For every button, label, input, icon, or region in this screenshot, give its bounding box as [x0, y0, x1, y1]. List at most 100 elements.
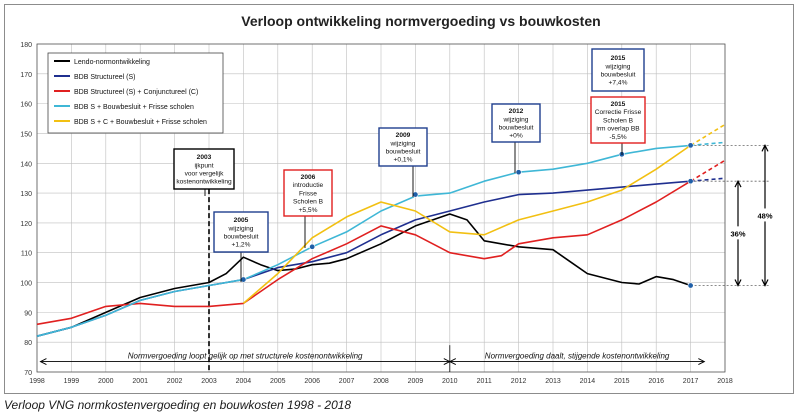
x-tick-label: 2008 [373, 378, 389, 385]
annotation-text: wijziging [228, 225, 254, 232]
annotation-box [213, 211, 269, 253]
arrow-head [698, 358, 706, 365]
annotation-text: bouwbesluit [224, 234, 259, 241]
x-tick-label: 2001 [132, 378, 148, 385]
series-line-4 [36, 144, 691, 337]
annotation-text: wijziging [390, 140, 416, 147]
bracket-36: 36% [726, 179, 750, 287]
data-marker [515, 169, 522, 176]
annotation-box [378, 127, 428, 167]
legend-box [47, 52, 224, 134]
legend: Lendo-normontwikkeling BDB Structureel (S… [47, 52, 224, 134]
annotation-text: irm overlap BB [596, 126, 640, 133]
legend-label: BDB Structureel (S) + Conjunctureel (C) [74, 89, 198, 96]
x-tick-label: 2009 [408, 378, 424, 385]
x-tick-label: 2000 [98, 378, 114, 385]
y-tick-label: 130 [20, 191, 32, 198]
x-tick-label: 2012 [511, 378, 527, 385]
x-tick-label: 1998 [29, 378, 45, 385]
phase-arrow-right: Normvergoeding daalt, stijgende kostenon… [448, 352, 706, 365]
chart-title: Verloop ontwikkeling normvergoeding vs b… [241, 13, 600, 29]
x-tick-label: 2010 [442, 378, 458, 385]
data-marker [687, 178, 694, 185]
x-tick-label: 2003 [201, 378, 217, 385]
bracket-label-bg [726, 226, 750, 240]
annotation-text: +0% [509, 133, 523, 140]
x-tick-label: 2015 [614, 378, 630, 385]
x-tick-label: 2014 [580, 378, 596, 385]
x-tick-label: 2016 [648, 378, 664, 385]
annotation-text: Scholen B [603, 117, 634, 124]
y-tick-label: 180 [20, 42, 32, 49]
legend-label: BDB Structureel (S) [74, 74, 135, 81]
data-marker [412, 191, 419, 198]
x-tick-label: 2005 [270, 378, 286, 385]
data-marker [240, 276, 247, 283]
data-marker [687, 142, 694, 149]
plot-area [36, 43, 726, 373]
y-tick-label: 170 [20, 72, 32, 79]
x-tick-label: 2018 [717, 378, 733, 385]
annotation-text: introductie [293, 182, 324, 189]
annotation-text: 2009 [396, 132, 411, 139]
x-tick-label: 2013 [545, 378, 561, 385]
legend-label: BDB S + C + Bouwbesluit + Frisse scholen [74, 119, 207, 126]
annotation-box [173, 148, 235, 190]
annotation-text: 2012 [509, 108, 524, 115]
annotation-text: +7,4% [609, 80, 628, 87]
annotation-text: -5,5% [609, 134, 626, 141]
annotation-text: kostenontwikkeling [176, 179, 232, 186]
arrow-head [734, 179, 742, 188]
x-tick-label: 2002 [167, 378, 183, 385]
x-tick-label: 2011 [477, 378, 492, 385]
x-tick-label: 1999 [64, 378, 80, 385]
y-tick-label: 100 [20, 281, 32, 288]
arrow-head [761, 279, 769, 287]
annotation-text: voor vergelijk [185, 171, 225, 178]
y-tick-label: 90 [24, 310, 32, 317]
phase-label: Normvergoeding loopt gelijk op met struc… [128, 352, 363, 361]
x-tick-label: 2006 [304, 378, 320, 385]
bracket-label-bg [753, 208, 777, 222]
annotation-text: 2015 [611, 55, 626, 62]
annotation-box [590, 96, 646, 144]
percent-label: 48% [757, 211, 772, 220]
series-line-1 [36, 213, 691, 337]
x-tick-label: 2007 [339, 378, 355, 385]
annotation-box [283, 169, 333, 217]
annotation-text: 2006 [301, 174, 316, 181]
percent-label: 36% [730, 229, 745, 238]
annotation-text: Correctie Frisse [595, 109, 642, 116]
annotation-box [491, 103, 541, 143]
y-tick-label: 160 [20, 102, 32, 109]
series-line-3 [36, 180, 692, 326]
data-marker [309, 243, 316, 250]
annotation-box [591, 48, 645, 92]
annotation-text: bouwbesluit [601, 72, 636, 79]
series-extension-2 [690, 177, 726, 182]
annotation-text: +0,1% [394, 157, 413, 164]
series-line-2 [36, 180, 691, 337]
series-extension-4 [690, 141, 726, 147]
y-tick-label: 110 [21, 251, 32, 258]
legend-label: BDB S + Bouwbesluit + Frisse scholen [74, 104, 194, 111]
phase-arrow-left: Normvergoeding loopt gelijk op met struc… [39, 352, 451, 365]
y-tick-label: 70 [24, 370, 32, 377]
arrow-head [761, 144, 769, 152]
annotation-text: bouwbesluit [499, 125, 534, 132]
data-marker [687, 282, 694, 289]
annotation-text: Frisse [299, 190, 317, 197]
annotation-text: 2015 [611, 101, 626, 108]
arrow-head [734, 279, 742, 287]
phase-label: Normvergoeding daalt, stijgende kostenon… [485, 352, 670, 361]
annotation-text: wijziging [605, 63, 631, 70]
annotation-text: 2003 [197, 154, 212, 161]
y-tick-label: 150 [20, 131, 32, 138]
